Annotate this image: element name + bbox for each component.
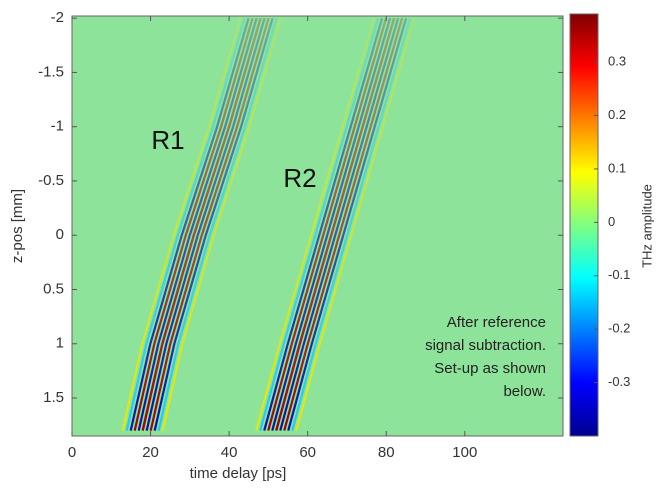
- colorbar-tick-label: 0.3: [608, 54, 626, 69]
- series-label: R2: [283, 163, 316, 193]
- ridge-fringe: [161, 17, 282, 431]
- colorbar-tick-label: -0.2: [608, 321, 630, 336]
- y-tick-label: -0.5: [38, 172, 64, 189]
- ridge-fringe: [129, 17, 250, 431]
- plot-frame: [71, 15, 564, 437]
- colorbar-tick-label: -0.3: [608, 374, 630, 389]
- y-tick-label: 1.5: [43, 389, 64, 406]
- colorbar-tick-label: -0.1: [608, 267, 630, 282]
- ridge-fringe: [121, 17, 242, 431]
- ridge-fringe: [259, 17, 380, 431]
- annotation-line: signal subtraction.: [425, 337, 546, 354]
- x-tick-label: 0: [68, 444, 76, 461]
- ridge-fringe: [145, 17, 266, 431]
- ridge-fringe: [283, 17, 404, 431]
- annotation-line: below.: [503, 383, 546, 400]
- annotation-line: After reference: [447, 314, 546, 331]
- ridge: [141, 17, 262, 431]
- ridge-fringe: [137, 17, 258, 431]
- x-tick-label: 80: [378, 444, 395, 461]
- ridge-fringe: [287, 17, 408, 431]
- ridges: [121, 17, 416, 431]
- y-tick-label: 0: [56, 226, 64, 243]
- ridge-fringe: [153, 17, 274, 431]
- colorbar-label: THz amplitude: [639, 184, 654, 268]
- y-axis-label: z-pos [mm]: [9, 189, 26, 263]
- ridge-fringe: [255, 17, 376, 431]
- colorbar-tick-label: 0.1: [608, 160, 626, 175]
- y-tick-label: -2: [51, 9, 64, 26]
- ridge-fringe: [263, 17, 384, 431]
- ridge-fringe: [291, 17, 412, 431]
- colorbar-tick-label: 0.2: [608, 107, 626, 122]
- colorbar: [569, 13, 599, 437]
- x-tick-label: 60: [299, 444, 316, 461]
- series-label: R1: [151, 125, 184, 155]
- ridge-fringe: [133, 17, 254, 431]
- annotation-line: Set-up as shown: [434, 360, 546, 377]
- x-tick-label: 100: [452, 444, 477, 461]
- ridge-fringe: [267, 17, 388, 431]
- ridge: [275, 17, 396, 431]
- colorbar-tick-label: 0: [608, 214, 615, 229]
- x-tick-label: 40: [221, 444, 238, 461]
- ridge-fringe: [149, 17, 270, 431]
- ridge-fringe: [295, 17, 416, 431]
- x-axis-label: time delay [ps]: [190, 465, 287, 482]
- ridge-fringe: [157, 17, 278, 431]
- ridge-fringe: [279, 17, 400, 431]
- y-tick-label: 0.5: [43, 280, 64, 297]
- ridge-fringe: [271, 17, 392, 431]
- y-tick-label: -1: [51, 118, 64, 135]
- y-tick-label: -1.5: [38, 63, 64, 80]
- x-tick-label: 20: [142, 444, 159, 461]
- y-tick-label: 1: [56, 335, 64, 352]
- ridge-fringe: [125, 17, 246, 431]
